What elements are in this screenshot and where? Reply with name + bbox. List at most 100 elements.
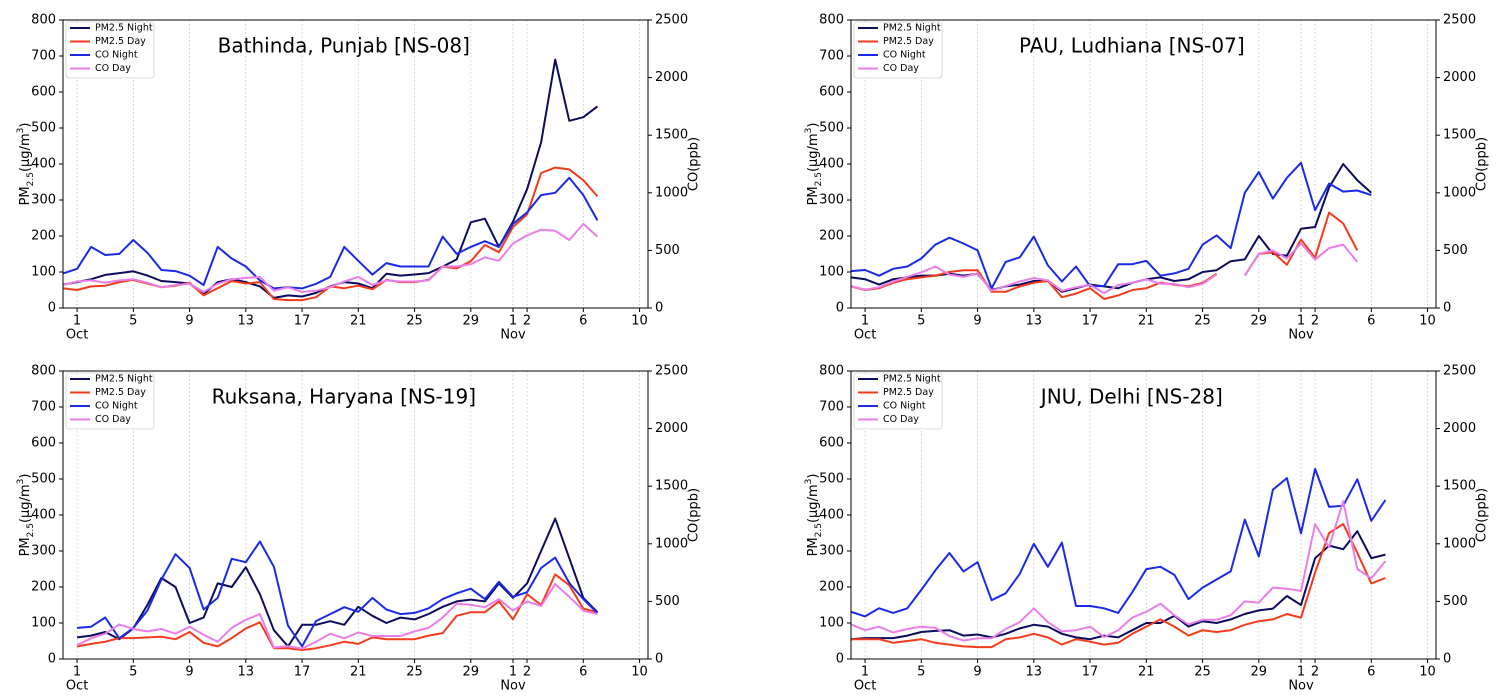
y-axis-label-part: (μg/m [806, 133, 821, 172]
y2-tick-label: 500 [655, 594, 680, 609]
x-tick-label: 5 [129, 665, 137, 680]
y-axis-label-part: (μg/m [18, 133, 33, 172]
legend-label: CO Night [883, 50, 926, 61]
y-tick-label: 600 [819, 436, 844, 451]
y-tick-label: 700 [819, 49, 844, 64]
series-line [62, 166, 599, 302]
y-axis-label-part: 2.5 [26, 172, 36, 186]
legend-box [65, 372, 155, 430]
x-tick-label: 25 [1194, 314, 1211, 329]
y-axis-label-part: 2.5 [814, 172, 824, 186]
y2-tick-label: 2000 [1443, 421, 1476, 436]
y-tick-label: 200 [31, 229, 56, 244]
x-tick-label: 9 [185, 665, 193, 680]
x-tick-label: 29 [463, 314, 480, 329]
x-tick-label: 9 [185, 314, 193, 329]
series-line [850, 467, 1387, 618]
series-line [62, 222, 599, 293]
x-tick-label: 5 [917, 314, 925, 329]
y-axis-label-part: (μg/m [806, 484, 821, 523]
x-tick-label: 6 [579, 665, 587, 680]
y-tick-label: 500 [819, 472, 844, 487]
month-label: Oct [854, 679, 876, 694]
y-axis-label-part: 3 [804, 128, 814, 134]
month-label: Nov [500, 679, 526, 694]
legend-box [65, 21, 155, 79]
x-tick-label: 2 [1311, 314, 1319, 329]
x-tick-label: 25 [406, 314, 423, 329]
legend-label: PM2.5 Day [95, 36, 146, 47]
y-axis-label-part: ) [806, 123, 821, 128]
x-tick-label: 2 [523, 314, 531, 329]
series-line [62, 176, 599, 290]
y-tick-label: 800 [31, 13, 56, 28]
y2-tick-label: 0 [655, 301, 663, 316]
y2-tick-label: 2000 [1443, 70, 1476, 85]
y2-tick-label: 2000 [655, 70, 688, 85]
month-label: Nov [500, 328, 526, 343]
series-line [850, 161, 1372, 290]
x-tick-label: 5 [917, 665, 925, 680]
y-axis-label-part: 3 [16, 128, 26, 134]
y2-tick-label: 500 [655, 243, 680, 258]
series-line [850, 163, 1372, 293]
x-tick-label: 17 [1082, 314, 1099, 329]
y-axis-label: PM2.5(μg/m3) [804, 123, 824, 206]
x-tick-label: 2 [523, 665, 531, 680]
series-line [850, 500, 1387, 642]
y2-tick-label: 0 [655, 652, 663, 667]
y-tick-label: 400 [31, 508, 56, 523]
y-tick-label: 300 [819, 544, 844, 559]
series-line [62, 58, 599, 299]
x-tick-label: 10 [631, 314, 648, 329]
y-axis-label-part: 3 [16, 479, 26, 485]
x-tick-label: 1 [509, 665, 517, 680]
x-tick-label: 1 [73, 314, 81, 329]
y2-tick-label: 1000 [1443, 536, 1476, 551]
y-tick-label: 500 [31, 121, 56, 136]
y-axis-label: PM2.5(μg/m3) [804, 474, 824, 557]
y-tick-label: 400 [819, 157, 844, 172]
y-axis-label-part: PM [18, 186, 33, 205]
x-tick-label: 29 [1251, 314, 1268, 329]
x-tick-label: 9 [973, 665, 981, 680]
x-tick-label: 17 [294, 665, 311, 680]
y2-axis-label: CO(ppb) [1475, 137, 1490, 191]
y-tick-label: 400 [31, 157, 56, 172]
x-tick-label: 1 [1297, 314, 1305, 329]
y-axis-label-part: ) [18, 123, 33, 128]
month-label: Nov [1288, 679, 1314, 694]
y-tick-label: 800 [819, 13, 844, 28]
series-line [76, 517, 599, 648]
y-axis-label-part: (μg/m [18, 484, 33, 523]
y-tick-label: 100 [819, 265, 844, 280]
month-label: Nov [1288, 328, 1314, 343]
x-tick-label: 17 [1082, 665, 1099, 680]
legend-label: CO Night [883, 401, 926, 412]
y-tick-label: 300 [31, 193, 56, 208]
y2-axis-label: CO(ppb) [687, 488, 702, 542]
y-tick-label: 100 [819, 616, 844, 631]
x-tick-label: 10 [631, 665, 648, 680]
legend-label: CO Night [95, 50, 138, 61]
legend-label: CO Day [95, 414, 131, 425]
y-tick-label: 200 [819, 580, 844, 595]
x-tick-label: 6 [579, 314, 587, 329]
y2-tick-label: 1500 [1443, 128, 1476, 143]
y-tick-label: 700 [31, 49, 56, 64]
series-line [77, 540, 599, 648]
y2-tick-label: 0 [1443, 301, 1451, 316]
y-tick-label: 0 [836, 301, 844, 316]
plot-frame [62, 19, 649, 309]
x-tick-label: 5 [129, 314, 137, 329]
y-axis-label-part: PM [18, 537, 33, 556]
y2-tick-label: 1500 [655, 128, 688, 143]
y-tick-label: 100 [31, 616, 56, 631]
y-tick-label: 700 [31, 400, 56, 415]
y2-tick-label: 2500 [655, 364, 688, 379]
legend-label: PM2.5 Day [883, 387, 934, 398]
plot-frame [850, 19, 1437, 309]
x-tick-label: 10 [1419, 665, 1436, 680]
